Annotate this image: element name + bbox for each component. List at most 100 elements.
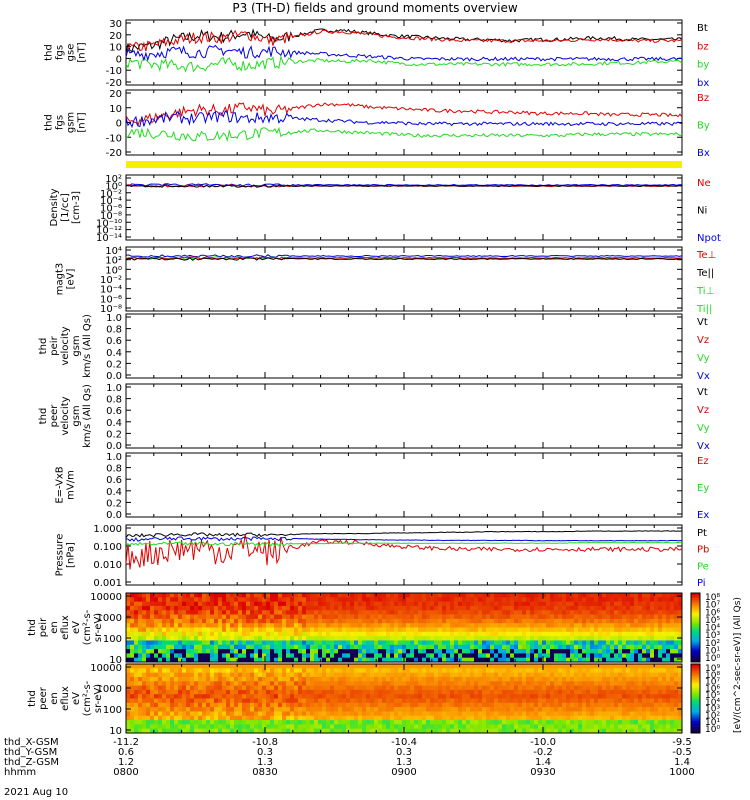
spectrogram-cell — [550, 715, 555, 721]
spectrogram-cell — [638, 689, 643, 695]
spectrogram-cell — [270, 698, 275, 704]
spectrogram-cell — [270, 657, 275, 663]
spectrogram-cell — [134, 627, 139, 633]
spectrogram-cell — [202, 681, 207, 686]
spectrogram-cell — [538, 694, 543, 699]
spectrogram-cell — [242, 593, 247, 598]
panel-peir-velocity-ylabel: peir — [49, 335, 60, 355]
spectrogram-cell — [130, 601, 135, 607]
spectrogram-cell — [374, 685, 379, 691]
spectrogram-cell — [666, 597, 671, 602]
spectrogram-cell — [678, 610, 683, 615]
spectrogram-cell — [574, 707, 579, 712]
spectrogram-cell — [558, 724, 563, 729]
spectrogram-cell — [226, 685, 231, 691]
spectrogram-cell — [654, 689, 659, 695]
spectrogram-cell — [210, 676, 215, 682]
spectrogram-cell — [586, 689, 591, 695]
spectrogram-cell — [466, 636, 471, 641]
spectrogram-cell — [630, 631, 635, 637]
panel-fgs-gse-ylabel: fgs — [55, 45, 66, 60]
spectrogram-cell — [566, 702, 571, 708]
spectrogram-cell — [282, 668, 287, 673]
spectrogram-cell — [174, 644, 179, 650]
spectrogram-cell — [274, 614, 279, 620]
spectrogram-cell — [578, 672, 583, 678]
spectrogram-cell — [538, 668, 543, 673]
spectrogram-cell — [498, 676, 503, 682]
spectrogram-cell — [326, 720, 331, 725]
spectrogram-cell — [210, 698, 215, 704]
spectrogram-cell — [294, 601, 299, 607]
spectrogram-cell — [442, 728, 447, 734]
spectrogram-cell — [534, 593, 539, 598]
spectrogram-cell — [578, 614, 583, 620]
panel-density-series-npot — [125, 183, 683, 187]
spectrogram-cell — [606, 711, 611, 717]
spectrogram-cell — [222, 724, 227, 729]
spectrogram-cell — [174, 649, 179, 654]
spectrogram-cell — [406, 610, 411, 615]
spectrogram-cell — [542, 601, 547, 607]
spectrogram-cell — [514, 644, 519, 650]
spectrogram-cell — [154, 724, 159, 729]
panel-density-ytick-label: 10⁻¹⁴ — [96, 233, 122, 244]
spectrogram-cell — [206, 724, 211, 729]
spectrogram-cell — [638, 715, 643, 721]
spectrogram-cell — [574, 672, 579, 678]
spectrogram-cell — [434, 657, 439, 663]
panel-density-ylabel: Density — [49, 188, 60, 226]
panel-fgs-gsm-ytick-label: 0 — [116, 119, 122, 130]
spectrogram-cell — [166, 597, 171, 602]
spectrogram-cell — [614, 698, 619, 704]
spectrogram-cell — [202, 728, 207, 734]
spectrogram-cell — [622, 707, 627, 712]
spectrogram-cell — [642, 649, 647, 654]
spectrogram-cell — [138, 649, 143, 654]
spectrogram-cell — [502, 672, 507, 678]
spectrogram-cell — [630, 724, 635, 729]
spectrogram-cell — [394, 644, 399, 650]
spectrogram-cell — [278, 618, 283, 624]
spectrogram-cell — [222, 664, 227, 669]
spectrogram-cell — [638, 601, 643, 607]
spectrogram-cell — [602, 672, 607, 678]
spectrogram-cell — [250, 640, 255, 646]
spectrogram-cell — [414, 724, 419, 729]
spectrogram-cell — [522, 605, 527, 611]
spectrogram-cell — [406, 681, 411, 686]
spectrogram-cell — [222, 627, 227, 633]
spectrogram-cell — [338, 668, 343, 673]
spectrogram-cell — [282, 636, 287, 641]
spectrogram-cell — [546, 685, 551, 691]
spectrogram-cell — [430, 694, 435, 699]
spectrogram-cell — [638, 694, 643, 699]
spectrogram-cell — [534, 664, 539, 669]
panel-fgs-gse-legend-bt: Bt — [697, 23, 708, 34]
spectrogram-cell — [446, 668, 451, 673]
spectrogram-cell — [242, 724, 247, 729]
spectrogram-cell — [270, 640, 275, 646]
spectrogram-cell — [466, 672, 471, 678]
spectrogram-cell — [394, 593, 399, 598]
spectrogram-cell — [310, 623, 315, 628]
spectrogram-cell — [270, 724, 275, 729]
spectrogram-cell — [426, 627, 431, 633]
spectrogram-cell — [530, 672, 535, 678]
spectrogram-cell — [366, 649, 371, 654]
spectrogram-cell — [174, 720, 179, 725]
spectrogram-cell — [210, 694, 215, 699]
spectrogram-cell — [478, 685, 483, 691]
spectrogram-cell — [266, 597, 271, 602]
spectrogram-cell — [406, 676, 411, 682]
spectrogram-cell — [206, 636, 211, 641]
spectrogram-cell — [310, 601, 315, 607]
spectrogram-cell — [310, 720, 315, 725]
spectrogram-cell — [566, 640, 571, 646]
spectrogram-cell — [446, 720, 451, 725]
spectrogram-cell — [418, 711, 423, 717]
spectrogram-cell — [606, 672, 611, 678]
spectrogram-cell — [434, 711, 439, 717]
spectrogram-cell — [342, 636, 347, 641]
spectrogram-cell — [418, 597, 423, 602]
